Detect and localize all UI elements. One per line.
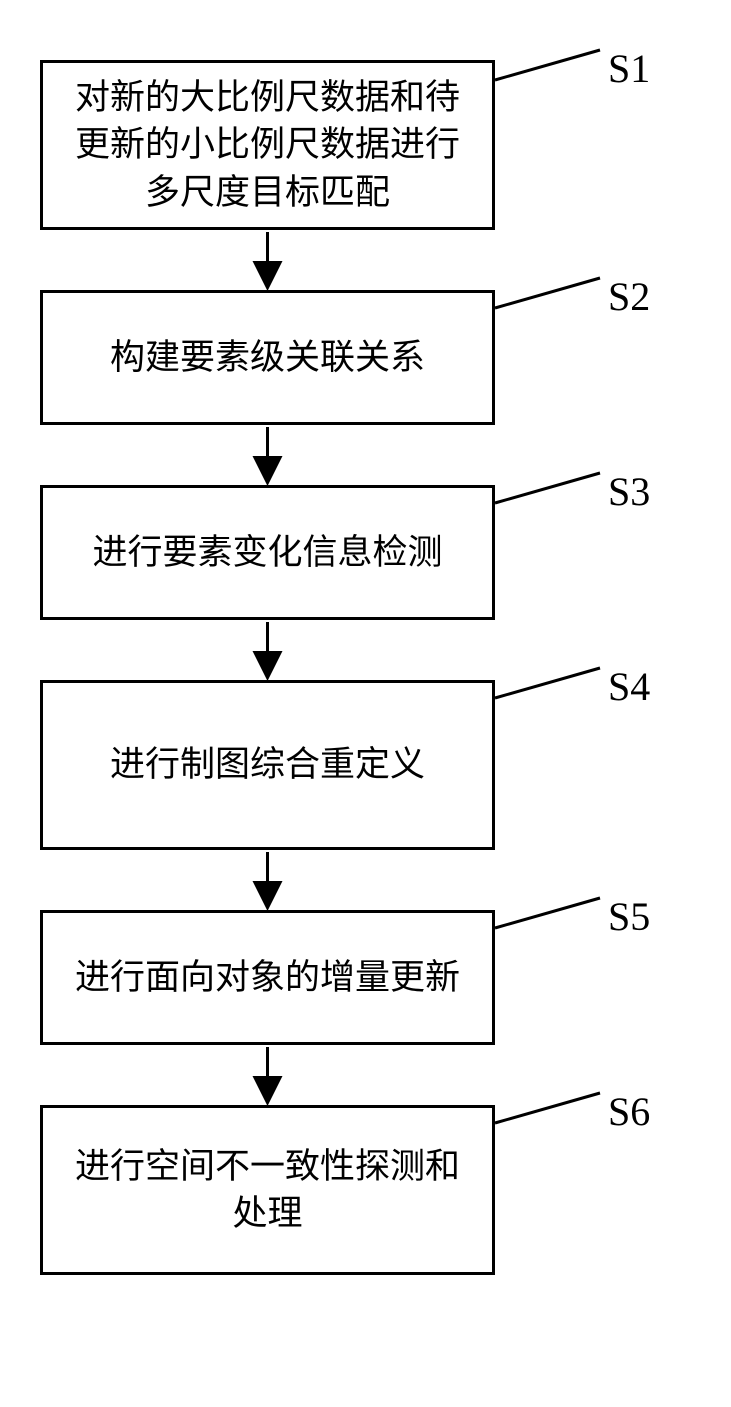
step-box-s3: 进行要素变化信息检测: [40, 485, 495, 620]
step-text: 进行要素变化信息检测: [61, 529, 474, 576]
step-label-s1: S1: [608, 45, 650, 92]
leader-line-s3: [495, 473, 600, 503]
leader-line-s4: [495, 668, 600, 698]
leader-line-s5: [495, 898, 600, 928]
step-box-s2: 构建要素级关联关系: [40, 290, 495, 425]
step-label-s6: S6: [608, 1088, 650, 1135]
leader-line-s6: [495, 1093, 600, 1123]
step-label-s3: S3: [608, 468, 650, 515]
leader-line-s1: [495, 50, 600, 80]
step-box-s1: 对新的大比例尺数据和待更新的小比例尺数据进行多尺度目标匹配: [40, 60, 495, 230]
step-box-s5: 进行面向对象的增量更新: [40, 910, 495, 1045]
step-text: 对新的大比例尺数据和待更新的小比例尺数据进行多尺度目标匹配: [61, 74, 474, 216]
step-text: 进行空间不一致性探测和处理: [61, 1143, 474, 1238]
step-label-s4: S4: [608, 663, 650, 710]
flow-canvas: 对新的大比例尺数据和待更新的小比例尺数据进行多尺度目标匹配 S1 构建要素级关联关系…: [0, 0, 731, 1407]
step-box-s6: 进行空间不一致性探测和处理: [40, 1105, 495, 1275]
step-text: 进行面向对象的增量更新: [61, 954, 474, 1001]
step-text: 进行制图综合重定义: [61, 741, 474, 788]
step-text: 构建要素级关联关系: [61, 334, 474, 381]
step-box-s4: 进行制图综合重定义: [40, 680, 495, 850]
step-label-s2: S2: [608, 273, 650, 320]
leader-line-s2: [495, 278, 600, 308]
step-label-s5: S5: [608, 893, 650, 940]
